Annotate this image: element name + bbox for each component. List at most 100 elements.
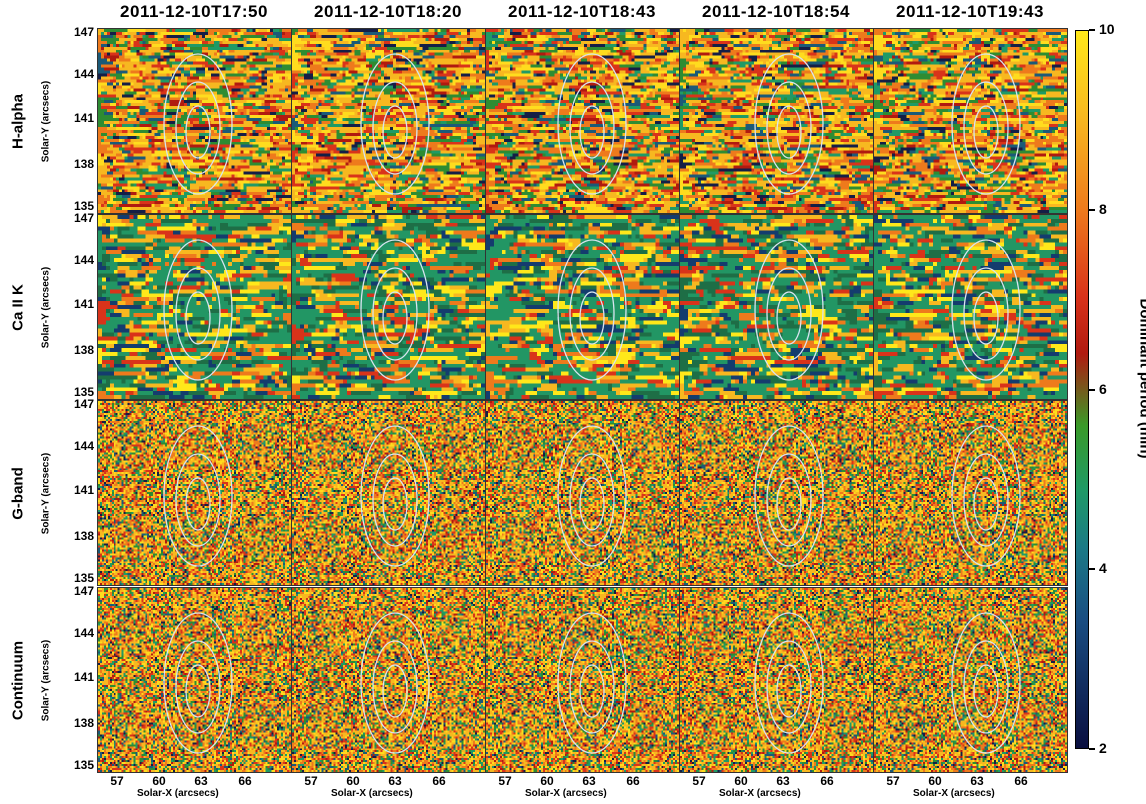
contour-line [185,291,211,345]
contour-line [163,425,233,567]
column-title: 2011-12-10T18:20 [314,2,462,21]
contour-line [776,477,802,531]
contour-line [163,612,233,754]
period-map-panel [291,28,486,214]
contour-line [766,640,812,734]
x-tick-label: 66 [432,774,446,788]
x-tick-label: 57 [886,774,900,788]
contour-overlay [754,53,824,195]
contour-overlay [163,239,233,381]
contour-line [973,291,999,345]
colorbar-tick-label: 6 [1099,381,1107,397]
x-tick-label: 63 [776,774,790,788]
column-title: 2011-12-10T17:50 [120,2,268,21]
period-map-panel [873,400,1068,586]
row-label: H-alpha [9,94,27,150]
x-tick-label: 66 [238,774,252,788]
contour-overlay [163,612,233,754]
contour-line [569,267,615,361]
contour-line [163,53,233,195]
colorbar [1075,30,1089,749]
contour-line [579,291,605,345]
period-map-panel [485,587,680,773]
contour-line [579,105,605,159]
y-tick-label: 138 [73,157,94,171]
contour-line [557,239,627,381]
contour-line [973,664,999,718]
colorbar-tick-label: 2 [1099,740,1107,756]
contour-overlay [163,425,233,567]
contour-line [382,664,408,718]
contour-line [579,477,605,531]
y-tick-label: 147 [73,584,94,598]
y-tick-label: 147 [73,397,94,411]
y-tick-label: 135 [73,199,94,213]
period-map-panel [679,400,874,586]
column-title: 2011-12-10T18:43 [508,2,656,21]
contour-line [175,640,221,734]
x-tick-label: 60 [734,774,748,788]
x-axis-label: Solar-X (arcsecs) [331,788,413,799]
contour-line [185,477,211,531]
contour-line [579,664,605,718]
contour-line [175,267,221,361]
contour-overlay [360,425,430,567]
contour-line [963,81,1009,175]
contour-line [569,453,615,547]
colorbar-tick-label: 10 [1099,21,1115,37]
colorbar-tick-label: 8 [1099,201,1107,217]
y-tick-label: 144 [73,626,94,640]
contour-line [569,640,615,734]
contour-overlay [557,612,627,754]
period-map-panel [97,28,292,214]
column-title: 2011-12-10T19:43 [896,2,1044,21]
x-tick-label: 66 [1014,774,1028,788]
y-tick-label: 147 [73,25,94,39]
contour-line [973,477,999,531]
contour-line [951,425,1021,567]
x-tick-label: 57 [498,774,512,788]
colorbar-tick [1089,29,1095,31]
colorbar-tick [1089,568,1095,570]
x-axis-label: Solar-X (arcsecs) [525,788,607,799]
contour-line [776,291,802,345]
y-tick-label: 138 [73,716,94,730]
contour-line [360,239,430,381]
contour-line [175,81,221,175]
y-tick-label: 141 [73,670,94,684]
y-tick-label: 135 [73,758,94,772]
y-tick-label: 141 [73,111,94,125]
contour-overlay [360,53,430,195]
row-label: G-band [9,467,27,520]
contour-line [382,291,408,345]
contour-line [776,105,802,159]
x-axis-label: Solar-X (arcsecs) [719,788,801,799]
period-map-panel [679,28,874,214]
contour-line [569,81,615,175]
contour-overlay [951,53,1021,195]
contour-line [754,53,824,195]
y-tick-label: 144 [73,67,94,81]
contour-line [963,640,1009,734]
x-tick-label: 57 [304,774,318,788]
y-tick-label: 141 [73,297,94,311]
contour-line [163,239,233,381]
row-label: Continuum [9,640,27,721]
contour-line [185,664,211,718]
contour-line [382,105,408,159]
contour-line [382,477,408,531]
contour-line [372,267,418,361]
x-tick-label: 60 [346,774,360,788]
contour-overlay [557,425,627,567]
period-map-panel [291,587,486,773]
contour-line [557,612,627,754]
contour-overlay [360,239,430,381]
column-title: 2011-12-10T18:54 [702,2,850,21]
contour-line [360,425,430,567]
row-label: Ca II K [9,284,27,331]
period-map-panel [485,400,680,586]
x-axis-label: Solar-X (arcsecs) [137,788,219,799]
contour-line [963,267,1009,361]
y-axis-label: Solar-Y (arcsecs) [40,266,52,349]
x-tick-label: 63 [194,774,208,788]
